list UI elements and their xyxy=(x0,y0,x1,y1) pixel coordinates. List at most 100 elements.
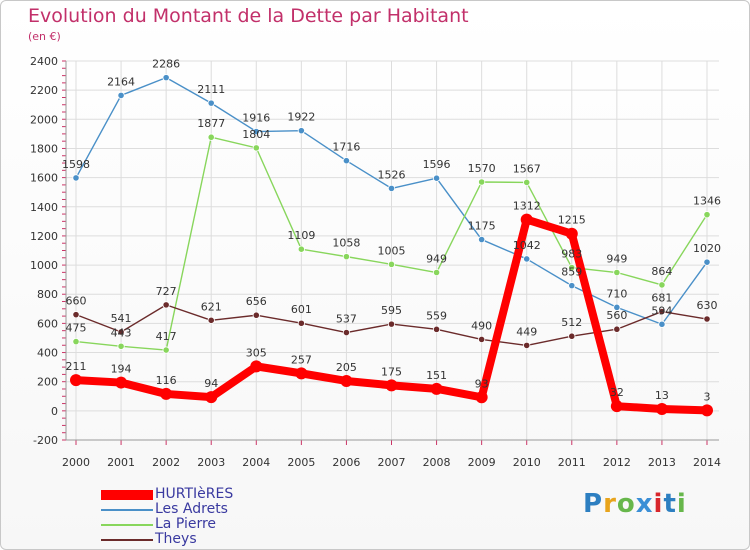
series-point xyxy=(703,258,711,266)
legend-label: HURTIèRES xyxy=(155,486,234,502)
data-label: 1175 xyxy=(468,220,496,233)
y-tick-label: 1200 xyxy=(30,230,58,243)
series-point xyxy=(297,245,305,253)
series-point xyxy=(613,303,621,311)
series-point xyxy=(568,263,576,272)
series-point xyxy=(207,316,215,324)
data-label: 2111 xyxy=(197,83,225,96)
series-point xyxy=(297,319,305,327)
data-label: 1020 xyxy=(693,242,721,255)
data-label: 443 xyxy=(111,326,132,339)
series-layer xyxy=(70,74,713,417)
logo-letter: r xyxy=(603,489,617,519)
data-label: 859 xyxy=(561,266,582,279)
series-point xyxy=(342,157,351,165)
data-label: 1346 xyxy=(693,195,721,208)
x-tick-label: 2000 xyxy=(62,456,90,469)
data-label: 541 xyxy=(111,312,132,325)
x-tick-label: 2009 xyxy=(468,456,496,469)
data-label: 1109 xyxy=(287,229,315,242)
y-tick-label: 800 xyxy=(37,288,58,301)
series-point xyxy=(701,404,713,417)
logo-letter: t xyxy=(663,489,677,519)
x-tick-label: 2006 xyxy=(332,456,360,469)
series-point xyxy=(430,382,443,395)
data-label: 983 xyxy=(561,248,582,261)
y-tick-label: 400 xyxy=(37,347,58,360)
data-label: 949 xyxy=(606,253,627,266)
axis-layer: -200 0 200 400 600 800 1000 1200 1400 1600 1800 200… xyxy=(30,55,721,469)
data-label: 1567 xyxy=(513,162,541,175)
data-label: 1916 xyxy=(242,112,270,125)
x-tick-label: 2003 xyxy=(197,456,225,469)
data-label: 864 xyxy=(651,265,672,278)
y-tick-label: 2200 xyxy=(30,84,58,97)
series-point xyxy=(70,374,82,387)
series-point xyxy=(613,268,621,277)
data-label: 594 xyxy=(651,304,672,317)
legend-label: La Pierre xyxy=(155,516,217,532)
data-label: 475 xyxy=(66,322,87,335)
series-point xyxy=(385,379,398,392)
data-label: 559 xyxy=(426,309,447,322)
data-label: 2286 xyxy=(152,58,180,71)
series-point xyxy=(658,320,666,328)
data-label: 621 xyxy=(201,300,222,313)
series-point xyxy=(475,391,488,404)
x-tick-label: 2011 xyxy=(558,456,586,469)
x-tick-label: 2010 xyxy=(513,456,541,469)
data-label: 417 xyxy=(156,330,177,343)
series-point xyxy=(162,301,170,309)
y-tick-label: 600 xyxy=(37,317,58,330)
series-point xyxy=(478,335,486,344)
data-label: 537 xyxy=(336,313,357,326)
series-point xyxy=(117,328,125,336)
series-point xyxy=(115,376,128,389)
x-tick-label: 2008 xyxy=(423,456,451,469)
series-point xyxy=(72,338,80,346)
series-point xyxy=(703,211,711,219)
data-label: 449 xyxy=(516,325,537,338)
logo-letter: o xyxy=(616,489,636,519)
data-label: 1877 xyxy=(197,117,225,130)
series-point xyxy=(387,184,396,193)
data-label: 211 xyxy=(66,360,87,373)
x-tick-label: 2002 xyxy=(152,456,180,469)
data-label: 560 xyxy=(606,309,627,322)
data-label: 512 xyxy=(561,316,582,329)
series-point xyxy=(523,341,531,349)
data-label: 93 xyxy=(475,377,489,390)
y-tick-label: -200 xyxy=(33,434,58,447)
series-point xyxy=(342,253,351,261)
x-tick-label: 2012 xyxy=(603,456,631,469)
series-point xyxy=(565,227,578,240)
data-label: 1716 xyxy=(332,141,360,154)
y-tick-label: 1800 xyxy=(30,142,58,155)
series-point xyxy=(160,387,173,400)
x-tick-label: 2013 xyxy=(648,456,676,469)
series-point xyxy=(523,255,531,263)
logo-letter: x xyxy=(635,489,654,519)
series-point xyxy=(568,282,576,290)
data-label: 1570 xyxy=(468,162,496,175)
data-label: 257 xyxy=(291,353,312,366)
series-point xyxy=(297,127,305,135)
data-label: 601 xyxy=(291,303,312,316)
series-point xyxy=(478,178,486,186)
data-label: 595 xyxy=(381,304,402,317)
logo-letter: i xyxy=(676,489,687,519)
y-tick-label: 2400 xyxy=(30,55,58,68)
legend-swatch xyxy=(101,490,153,500)
y-tick-label: 1600 xyxy=(30,172,58,185)
series-point xyxy=(520,213,533,226)
data-label: 13 xyxy=(655,389,669,402)
data-label: 1042 xyxy=(513,239,541,252)
data-label: 727 xyxy=(156,285,177,298)
x-tick-label: 2004 xyxy=(242,456,270,469)
data-label: 94 xyxy=(204,377,218,390)
series-point xyxy=(207,133,215,141)
series-point xyxy=(613,325,621,333)
x-tick-label: 2005 xyxy=(287,456,315,469)
data-label: 710 xyxy=(606,287,627,300)
